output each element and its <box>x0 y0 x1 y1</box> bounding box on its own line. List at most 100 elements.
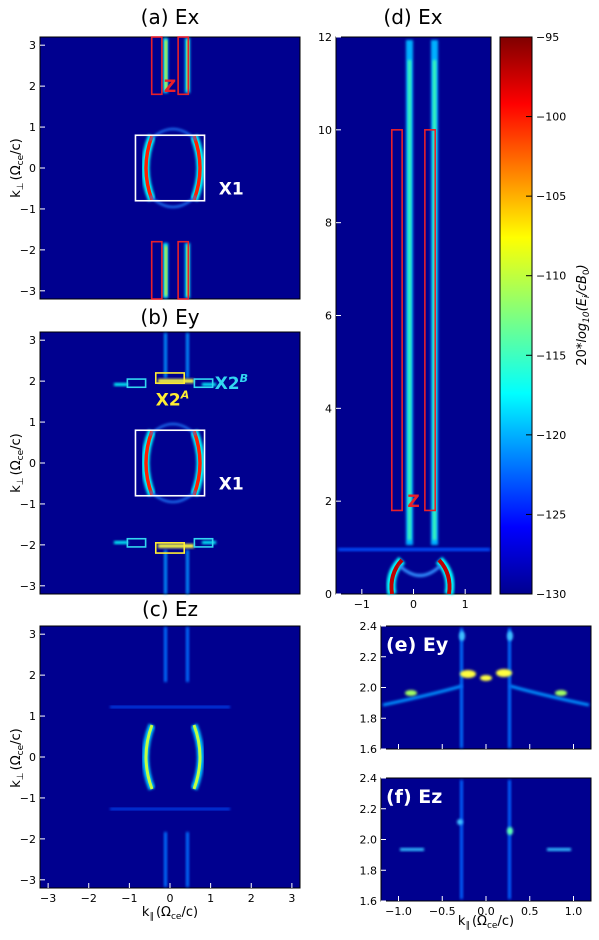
panel-e-hotspot <box>496 669 512 677</box>
panel-a-arc <box>149 195 197 208</box>
panel-b-background <box>39 331 301 595</box>
panel-b-region-box <box>154 542 186 554</box>
panel-b-annotation: X2B <box>215 372 248 394</box>
panel-a-region-box <box>177 240 190 300</box>
panel-f-ytick-label: 2.0 <box>360 834 378 847</box>
panel-c-streak <box>110 706 230 708</box>
panel-d-ytick-label: 6 <box>325 310 332 323</box>
panel-a-streak <box>165 246 167 296</box>
panel-f-ytick-label: 1.8 <box>360 864 378 877</box>
panel-c-xtick-label: 3 <box>288 892 295 905</box>
colorbar-tick-label: −100 <box>536 111 566 124</box>
panel-e-hotspot <box>405 690 417 696</box>
panel-d-ytick-label: 4 <box>325 402 332 415</box>
panel-e-ytick-label: 2.4 <box>360 620 378 633</box>
panel-c-streak <box>110 808 230 810</box>
panel-a-annotation: X1 <box>219 179 244 199</box>
panel-e-title: (e) Ey <box>386 634 449 656</box>
panel-a-ytick-label: 0 <box>29 162 36 175</box>
panel-d-region-box <box>424 129 437 512</box>
panel-e-ytick-label: 2.0 <box>360 682 378 695</box>
panel-e-ytick-label: 1.6 <box>360 743 378 756</box>
panel-d-streak <box>408 60 411 540</box>
panel-f-xtick-label: −1.0 <box>385 905 412 918</box>
panel-b-crescent-left <box>144 430 154 496</box>
panel-c-xtick-label: −2 <box>81 892 97 905</box>
svg-text:k⊥(Ωce/c): k⊥(Ωce/c) <box>9 728 26 788</box>
panel-d-background <box>335 36 492 595</box>
panel-c-ytick-label: 0 <box>29 751 36 764</box>
panel-c-xtick-label: 1 <box>207 892 214 905</box>
panel-c-ez: (c) Ez k⊥(Ωce/c) 3 2 1 0 −1 −2 −3 −3 −2 −1 0 1 2 3 k… <box>9 597 301 922</box>
colorbar-gradient <box>499 36 533 595</box>
panel-e-streak <box>508 628 511 748</box>
panel-c-streak <box>186 832 189 887</box>
panel-b-streak <box>186 333 189 378</box>
panel-a-annotation: Z <box>164 77 176 97</box>
panel-f-streak <box>460 780 463 899</box>
panel-a-ytick-label: 3 <box>29 39 36 52</box>
panel-b-arc <box>149 423 197 436</box>
panel-b-region-box <box>154 372 186 384</box>
panel-d-xtick-label: −1 <box>354 598 370 611</box>
panel-a-ytick-label: −1 <box>20 203 36 216</box>
panel-a-crescent-right <box>192 135 202 201</box>
panel-f-xtick-label: −0.5 <box>429 905 456 918</box>
panel-c-ytick-label: 1 <box>29 710 36 723</box>
panel-b-streak <box>164 333 167 378</box>
panel-e-branch <box>509 684 590 707</box>
panel-d-streak <box>338 548 490 551</box>
panel-a-region-box <box>177 36 190 96</box>
panel-c-background <box>39 625 301 889</box>
panel-f-xlabel: k∥ (Ωce/c) <box>458 914 514 931</box>
panel-e-ytick-label: 2.2 <box>360 651 378 664</box>
panel-c-xtick-label: 2 <box>248 892 255 905</box>
panel-a-title: (a) Ex <box>141 5 200 29</box>
panel-d-xtick-label: 0 <box>410 598 417 611</box>
panel-e-hotspot <box>480 675 492 681</box>
panel-c-ytick-label: −2 <box>20 833 36 846</box>
panel-a-ytick-label: 2 <box>29 80 36 93</box>
panel-f-hotspot <box>507 827 513 835</box>
panel-c-xlabel: k∥ (Ωce/c) <box>142 905 198 922</box>
panel-a-crescent-left <box>144 135 154 201</box>
panel-d-ex: (d) Ex Z 12 10 8 6 4 2 0 −1 0 1 <box>318 5 492 611</box>
colorbar: −95 −100 −105 −110 −115 −120 −125 −130 20*log10… <box>499 31 592 601</box>
panel-c-ytick-label: 2 <box>29 669 36 682</box>
panel-f-xtick-label: 1.0 <box>565 905 583 918</box>
panel-a-ylabel: k⊥(Ωce/c) <box>9 138 26 198</box>
panel-c-ytick-label: −3 <box>20 874 36 887</box>
panel-c-xtick-label: −3 <box>40 892 56 905</box>
panel-e-streak <box>460 628 463 748</box>
panel-d-ytick-label: 10 <box>318 124 332 137</box>
panel-d-xtick-label: 1 <box>462 598 469 611</box>
panel-b-streak <box>164 550 167 594</box>
colorbar-tick-label: −130 <box>536 588 566 601</box>
panel-b-field <box>114 333 216 594</box>
panel-b-ytick-label: 0 <box>29 457 36 470</box>
panel-b-ytick-label: 2 <box>29 375 36 388</box>
panel-b-region-box <box>193 378 214 389</box>
panel-b-crescent-right <box>192 430 202 496</box>
panel-c-title: (c) Ez <box>142 597 198 621</box>
panel-b-hotspot <box>202 541 216 544</box>
panel-c-xtick-label: −1 <box>121 892 137 905</box>
panel-d-title: (d) Ex <box>383 5 442 29</box>
colorbar-tick-label: −125 <box>536 508 566 521</box>
panel-b-hotspot <box>114 383 128 386</box>
panel-d-ytick-label: 12 <box>318 31 332 44</box>
panel-f-xtick-label: 0.5 <box>521 905 539 918</box>
panel-d-ytick-label: 2 <box>325 495 332 508</box>
panel-e-background <box>380 625 592 750</box>
panel-c-ylabel: k⊥(Ωce/c) <box>9 728 26 788</box>
panel-b-annotation: X1 <box>219 474 244 494</box>
panel-f-field <box>400 780 571 899</box>
panel-a-region-box <box>134 134 206 202</box>
panel-f-ytick-label: 2.4 <box>360 772 378 785</box>
panel-f-title: (f) Ez <box>386 786 442 808</box>
panel-d-annotation: Z <box>407 492 419 512</box>
panel-b-ytick-label: 3 <box>29 334 36 347</box>
panel-e-hotspot <box>555 690 567 696</box>
panel-c-crescent-right <box>192 724 202 790</box>
panel-e-ytick-label: 1.8 <box>360 712 378 725</box>
